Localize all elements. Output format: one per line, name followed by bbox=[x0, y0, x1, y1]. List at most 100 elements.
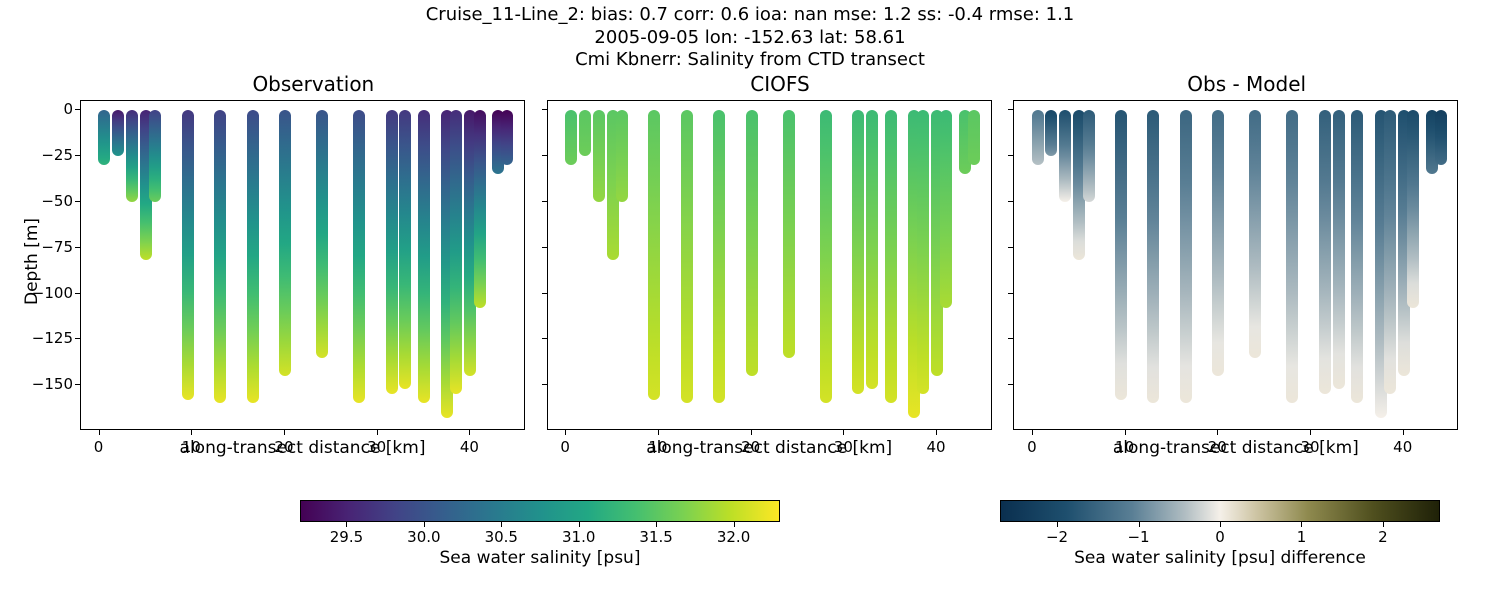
xtick-mark bbox=[565, 430, 566, 435]
ytick-mark bbox=[75, 384, 80, 385]
ytick-mark bbox=[75, 155, 80, 156]
axes-wrap: 010203040along-transect distance [km] bbox=[547, 100, 992, 430]
profile-bar bbox=[746, 110, 758, 376]
profile-bar bbox=[386, 110, 398, 394]
profile-bar bbox=[968, 110, 980, 165]
profile-bar bbox=[316, 110, 328, 358]
panel-diff: Obs - Model010203040along-transect dista… bbox=[1013, 100, 1480, 430]
ytick-mark bbox=[542, 201, 547, 202]
profile-bar bbox=[501, 110, 513, 165]
ytick-mark bbox=[542, 384, 547, 385]
profile-bar bbox=[593, 110, 605, 202]
xlabel: along-transect distance [km] bbox=[547, 438, 992, 458]
profile-bar bbox=[1407, 110, 1419, 308]
profile-bar bbox=[1115, 110, 1127, 400]
profile-bar bbox=[1319, 110, 1331, 394]
xtick-mark bbox=[1403, 430, 1404, 435]
ytick-mark bbox=[542, 293, 547, 294]
ytick-mark bbox=[1008, 293, 1013, 294]
suptitle: Cruise_11-Line_2: bias: 0.7 corr: 0.6 io… bbox=[0, 4, 1500, 72]
xtick-mark bbox=[1310, 430, 1311, 435]
xtick-mark bbox=[936, 430, 937, 435]
ytick-mark bbox=[75, 338, 80, 339]
panels-row: Observation0102030400−25−50−75−100−125−1… bbox=[80, 100, 1480, 430]
xlabel: along-transect distance [km] bbox=[1013, 438, 1458, 458]
ylabel: Depth [m] bbox=[22, 218, 42, 305]
colorbar-difference-bar bbox=[1000, 500, 1440, 522]
ytick-mark bbox=[1008, 338, 1013, 339]
cb-tick-label: 31.0 bbox=[562, 528, 595, 546]
cb-tick-mark bbox=[501, 522, 502, 527]
profile-bar bbox=[1032, 110, 1044, 165]
profile-bar bbox=[182, 110, 194, 400]
ytick-mark bbox=[542, 109, 547, 110]
profile-bar bbox=[149, 110, 161, 202]
profile-bar bbox=[1333, 110, 1345, 389]
profile-bar bbox=[1384, 110, 1396, 394]
cb-tick-mark bbox=[1383, 522, 1384, 527]
cb-tick-label: 30.5 bbox=[485, 528, 518, 546]
profile-bar bbox=[1059, 110, 1071, 202]
xtick-mark bbox=[843, 430, 844, 435]
cb-tick-mark bbox=[656, 522, 657, 527]
axes bbox=[1013, 100, 1458, 430]
colorbar-salinity-label: Sea water salinity [psu] bbox=[300, 548, 780, 568]
profile-bar bbox=[1212, 110, 1224, 376]
xtick-mark bbox=[658, 430, 659, 435]
profile-bar bbox=[98, 110, 110, 165]
suptitle-line-2: 2005-09-05 lon: -152.63 lat: 58.61 bbox=[0, 27, 1500, 50]
profile-bar bbox=[565, 110, 577, 165]
profile-bar bbox=[681, 110, 693, 403]
xtick-mark bbox=[751, 430, 752, 435]
profile-bar bbox=[474, 110, 486, 308]
cb-tick-mark bbox=[1220, 522, 1221, 527]
panel-title: CIOFS bbox=[547, 72, 1014, 96]
colorbar-salinity-bar bbox=[300, 500, 780, 522]
profile-bar bbox=[279, 110, 291, 376]
cb-tick-mark bbox=[1057, 522, 1058, 527]
ytick-mark bbox=[1008, 384, 1013, 385]
ytick-mark bbox=[542, 247, 547, 248]
profile-bar bbox=[1180, 110, 1192, 403]
colorbar-salinity: Sea water salinity [psu] 29.530.030.531.… bbox=[300, 500, 780, 522]
profile-bar bbox=[852, 110, 864, 394]
cb-tick-mark bbox=[346, 522, 347, 527]
suptitle-line-1: Cruise_11-Line_2: bias: 0.7 corr: 0.6 io… bbox=[0, 4, 1500, 27]
xtick-mark bbox=[1217, 430, 1218, 435]
xtick-mark bbox=[1125, 430, 1126, 435]
profile-bar bbox=[713, 110, 725, 403]
cb-tick-label: 29.5 bbox=[330, 528, 363, 546]
ytick-mark bbox=[542, 338, 547, 339]
xtick-mark bbox=[377, 430, 378, 435]
profile-bar bbox=[940, 110, 952, 308]
cb-tick-label: 1 bbox=[1297, 528, 1307, 546]
cb-tick-mark bbox=[579, 522, 580, 527]
profile-bar bbox=[1435, 110, 1447, 165]
ytick-mark bbox=[542, 155, 547, 156]
profile-bar bbox=[450, 110, 462, 394]
xtick-mark bbox=[191, 430, 192, 435]
cb-tick-label: −2 bbox=[1046, 528, 1068, 546]
profile-bar bbox=[353, 110, 365, 403]
ytick-mark bbox=[75, 109, 80, 110]
ytick-mark bbox=[75, 247, 80, 248]
axes bbox=[547, 100, 992, 430]
panel-title: Obs - Model bbox=[1013, 72, 1480, 96]
xtick-mark bbox=[1032, 430, 1033, 435]
profile-bar bbox=[1045, 110, 1057, 156]
ytick-label: −150 bbox=[25, 375, 73, 393]
profile-bar bbox=[885, 110, 897, 403]
ytick-label: −50 bbox=[25, 192, 73, 210]
xtick-mark bbox=[284, 430, 285, 435]
profile-bar bbox=[1286, 110, 1298, 403]
profile-bar bbox=[1249, 110, 1261, 358]
profile-bar bbox=[399, 110, 411, 389]
axes-wrap: 010203040along-transect distance [km] bbox=[1013, 100, 1458, 430]
profile-bar bbox=[418, 110, 430, 403]
ytick-label: −125 bbox=[25, 329, 73, 347]
cb-tick-mark bbox=[1139, 522, 1140, 527]
cb-tick-mark bbox=[734, 522, 735, 527]
ytick-label: 0 bbox=[25, 100, 73, 118]
profile-bar bbox=[1083, 110, 1095, 202]
ytick-mark bbox=[1008, 247, 1013, 248]
